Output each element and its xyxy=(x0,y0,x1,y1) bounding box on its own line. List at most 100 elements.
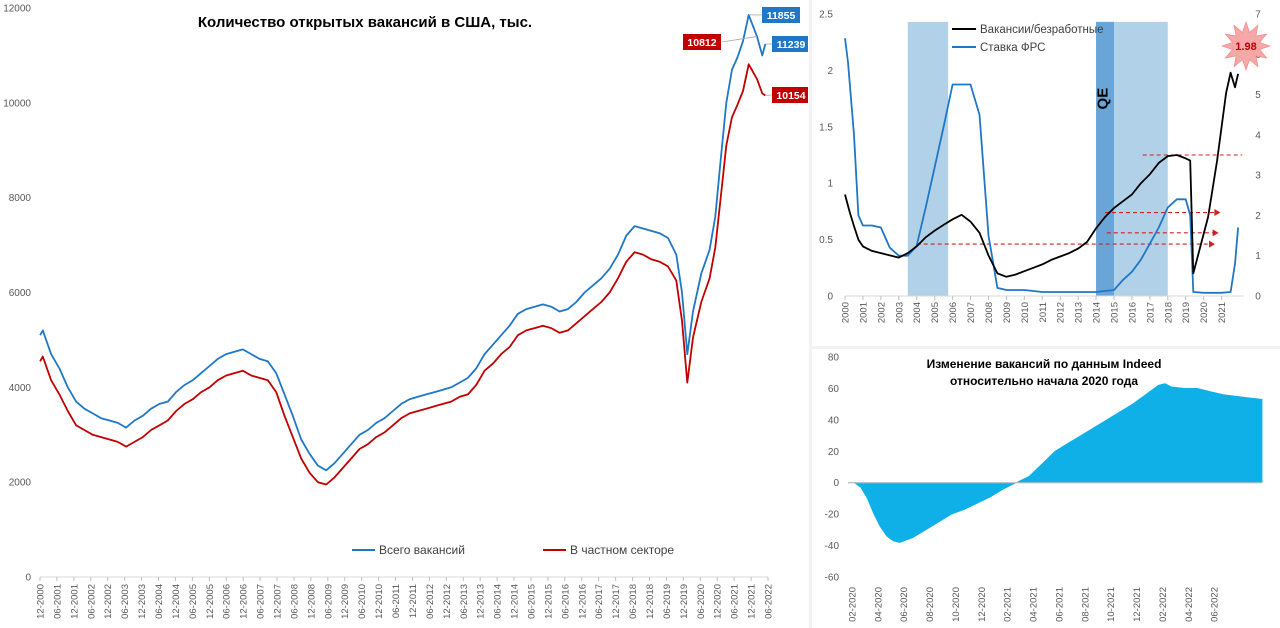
legend: Всего вакансий В частном секторе xyxy=(352,543,674,557)
x-tick-label: 04-2021 xyxy=(1029,587,1040,622)
reference-arrowhead xyxy=(1214,209,1221,217)
y-tick-label: 10000 xyxy=(3,98,31,109)
x-tick-label: 06-2008 xyxy=(289,584,300,619)
y-right-tick-label: 1 xyxy=(1255,251,1261,262)
starburst-shape xyxy=(1221,21,1271,71)
y-left-tick-label: 0 xyxy=(827,292,833,303)
y-right-tick-label: 4 xyxy=(1255,130,1261,141)
vacancy-ratio-chart: 00.511.522.5 01234567 200020012002200320… xyxy=(819,10,1271,323)
callout-box xyxy=(772,87,808,103)
x-tick-label: 2001 xyxy=(858,302,869,323)
x-tick-label: 2009 xyxy=(1002,302,1013,323)
x-tick-label: 2005 xyxy=(930,302,941,323)
x-tick-label: 12-2020 xyxy=(713,584,724,619)
y-tick-label: 4000 xyxy=(9,383,32,394)
legend-label-total: Всего вакансий xyxy=(379,543,465,557)
x-tick-label: 2016 xyxy=(1127,302,1138,323)
x-tick-label: 06-2004 xyxy=(154,584,165,619)
area-series xyxy=(848,383,1263,543)
x-tick-label: 06-2002 xyxy=(86,584,97,619)
series-line-total xyxy=(39,14,767,472)
x-tick-label: 06-2021 xyxy=(1054,587,1065,622)
vacancy-ratio-chart-panel: 00.511.522.5 01234567 200020012002200320… xyxy=(812,0,1280,345)
x-tick-label: 06-2009 xyxy=(323,584,334,619)
x-tick-label: 10-2020 xyxy=(951,587,962,622)
shaded-period xyxy=(907,21,949,297)
x-tick-label: 12-2003 xyxy=(137,584,148,619)
callout-label: 11855 xyxy=(767,10,796,22)
y-tick-label: 8000 xyxy=(9,193,32,204)
x-tick-label: 06-2006 xyxy=(222,584,233,619)
y-left-tick-label: 1.5 xyxy=(819,122,833,133)
x-tick-label: 12-2018 xyxy=(645,584,656,619)
x-tick-label: 2015 xyxy=(1109,302,1120,323)
legend-label-private: В частном секторе xyxy=(570,543,674,557)
y-tick-label: 40 xyxy=(828,415,840,426)
x-tick-label: 12-2012 xyxy=(442,584,453,619)
x-tick-label: 12-2002 xyxy=(103,584,114,619)
chart-title-line-1: Изменение вакансий по данным Indeed xyxy=(927,357,1162,371)
value-callouts: 11855 11239 10812 10154 xyxy=(683,7,808,103)
x-tick-label: 12-2007 xyxy=(273,584,284,619)
callout-label: 10812 xyxy=(687,37,716,49)
x-tick-label: 2011 xyxy=(1038,302,1049,322)
callout-leader xyxy=(765,94,773,96)
y-tick-label: -40 xyxy=(825,541,840,552)
x-tick-label: 06-2017 xyxy=(594,584,605,619)
x-tick-label: 06-2019 xyxy=(662,584,673,619)
x-tick-label: 2000 xyxy=(841,302,852,323)
chart-title-line-2: относительно начала 2020 года xyxy=(950,374,1138,388)
x-tick-label: 2008 xyxy=(984,302,995,323)
x-tick-label: 12-2021 xyxy=(1132,587,1143,622)
series-line-fed-rate xyxy=(844,38,1239,294)
x-tick-label: 12-2005 xyxy=(205,584,216,619)
x-tick-label: 06-2020 xyxy=(899,587,910,622)
x-tick-label: 06-2012 xyxy=(425,584,436,619)
y-axis-ticks: -60 -40 -20 0 20 40 60 80 xyxy=(825,353,840,584)
x-tick-label: 12-2017 xyxy=(611,584,622,619)
y-tick-label: 6000 xyxy=(9,288,32,299)
job-openings-chart-panel: Количество открытых вакансий в США, тыс.… xyxy=(3,3,808,619)
x-tick-label: 10-2021 xyxy=(1106,587,1117,622)
x-tick-label: 02-2022 xyxy=(1158,587,1169,622)
x-tick-label: 2002 xyxy=(876,302,887,323)
x-tick-label: 12-2009 xyxy=(340,584,351,619)
callout-leader xyxy=(721,36,758,43)
legend-label-ratio: Вакансии/безработные xyxy=(980,24,1104,36)
x-axis-ticks: 02-2020 04-2020 06-2020 08-2020 10-2020 12-20… xyxy=(847,587,1220,622)
y-right-tick-label: 7 xyxy=(1255,10,1261,21)
x-tick-label: 12-2019 xyxy=(679,584,690,619)
x-tick-label: 06-2015 xyxy=(526,584,537,619)
x-tick-label: 12-2016 xyxy=(577,584,588,619)
x-tick-label: 04-2022 xyxy=(1184,587,1195,622)
y-tick-label: 2000 xyxy=(9,478,32,489)
x-tick-label: 2010 xyxy=(1020,302,1031,323)
y-left-tick-label: 1 xyxy=(827,179,833,190)
qe-highlight-band xyxy=(1096,21,1114,297)
chart-title: Количество открытых вакансий в США, тыс. xyxy=(198,14,532,31)
x-tick-label: 06-2020 xyxy=(696,584,707,619)
job-openings-chart: Количество открытых вакансий в США, тыс.… xyxy=(3,4,808,619)
legend-label-fed-rate: Ставка ФРС xyxy=(980,42,1045,54)
x-tick-label: 12-2021 xyxy=(747,584,758,619)
x-tick-label: 06-2016 xyxy=(560,584,571,619)
x-tick-label: 02-2021 xyxy=(1003,587,1014,622)
x-tick-label: 12-2004 xyxy=(171,584,182,619)
callout-label: 10154 xyxy=(776,90,805,102)
series-line-ratio xyxy=(844,71,1239,278)
y-tick-label: 0 xyxy=(833,478,839,489)
y-tick-label: 12000 xyxy=(3,4,31,15)
x-tick-label: 2020 xyxy=(1199,302,1210,323)
x-tick-label: 12-2008 xyxy=(306,584,317,619)
highlight-star xyxy=(1221,21,1271,71)
panel-divider-horizontal xyxy=(812,346,1280,349)
y-left-tick-label: 2 xyxy=(827,66,833,77)
y-right-tick-label: 0 xyxy=(1255,292,1261,303)
x-tick-label: 06-2013 xyxy=(459,584,470,619)
y-right-tick-label: 5 xyxy=(1255,90,1261,101)
shaded-periods xyxy=(907,21,1168,297)
series-lines xyxy=(39,14,767,486)
x-tick-label: 2014 xyxy=(1092,302,1103,323)
x-tick-label: 06-2014 xyxy=(493,584,504,619)
panel-divider-vertical xyxy=(809,0,812,628)
